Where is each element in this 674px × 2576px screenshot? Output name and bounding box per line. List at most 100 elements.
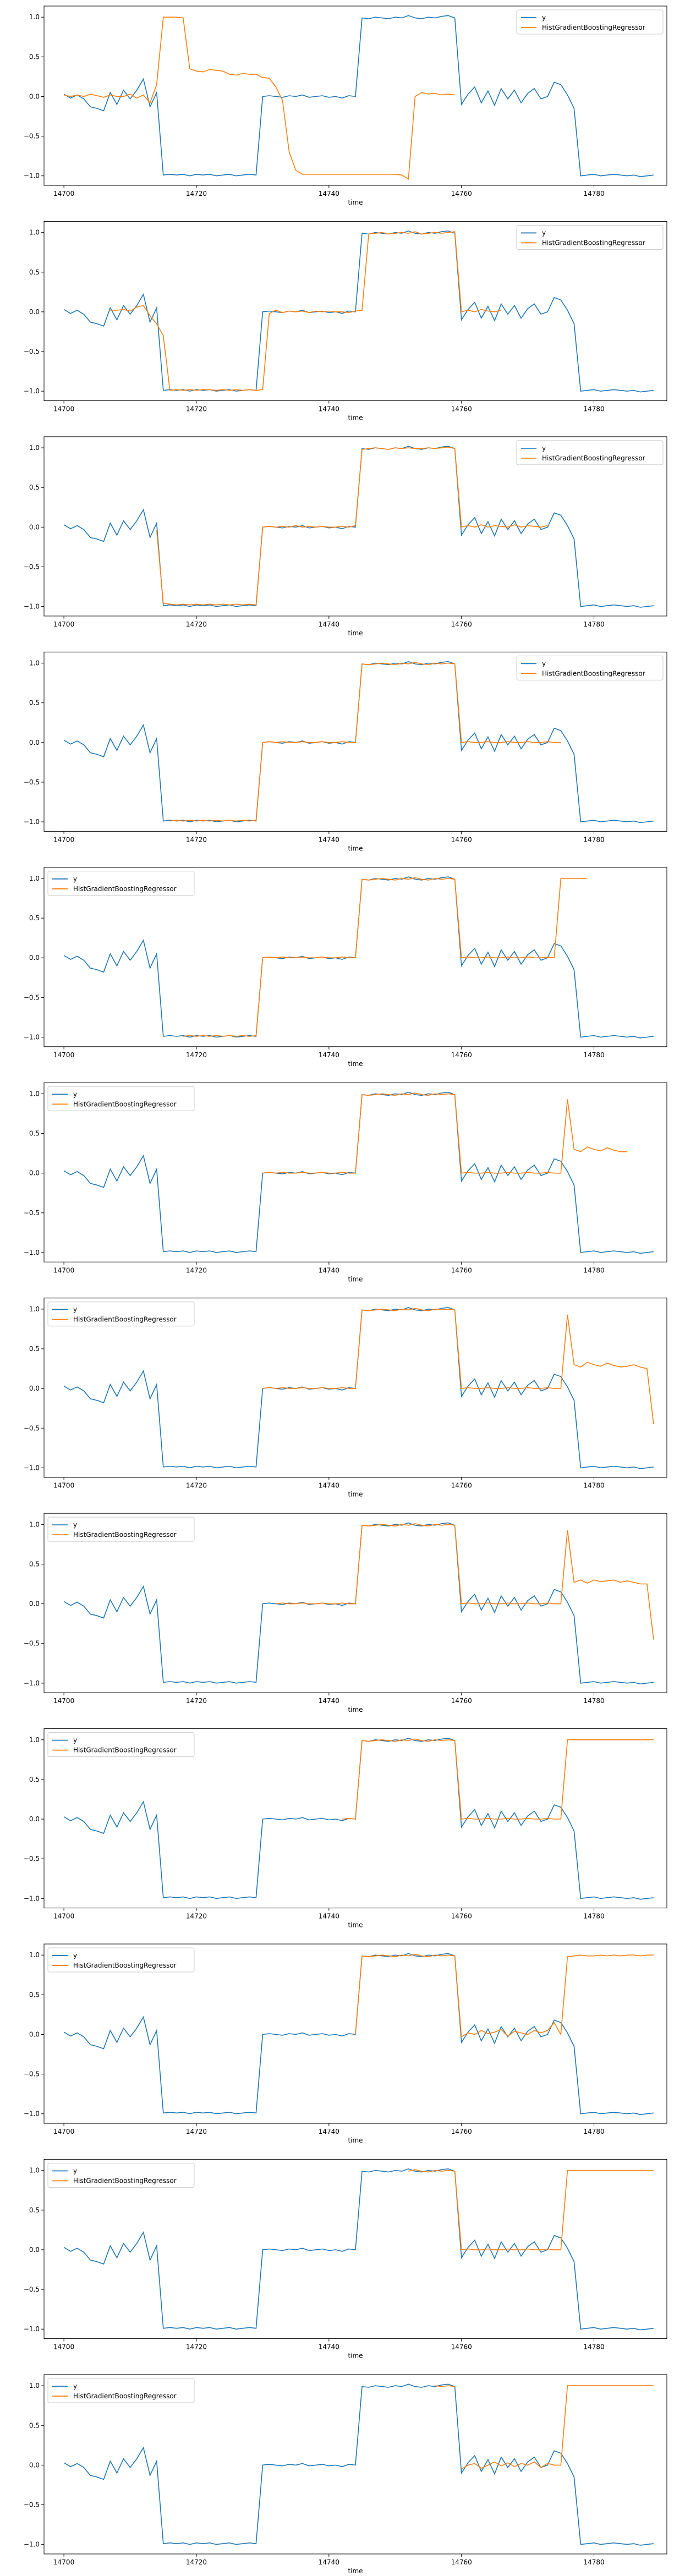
subplot-2: −1.0 −0.5 0.0 0.5 1.0 14700 14720 14740 14760 147… (24, 221, 667, 421)
y-tick-label: −1.0 (24, 1464, 40, 1471)
x-tick-label: 14720 (186, 1266, 207, 1274)
x-tick-label: 14760 (451, 1051, 472, 1059)
y-tick-label: −1.0 (24, 2110, 40, 2118)
subplot-3: −1.0 −0.5 0.0 0.5 1.0 14700 14720 14740 14760 147… (24, 436, 667, 637)
y-tick-label: 0.5 (29, 1560, 40, 1568)
y-tick-label: 1.0 (29, 1951, 40, 1959)
x-axis-label: time (348, 2567, 363, 2575)
x-tick-label: 14740 (319, 836, 339, 843)
subplot-11: −1.0 −0.5 0.0 0.5 1.0 14700 14720 14740 14760 147… (24, 2159, 667, 2360)
y-tick-label: −0.5 (24, 348, 40, 355)
legend-label: HistGradientBoostingRegressor (542, 239, 645, 246)
x-tick-label: 14740 (319, 2343, 339, 2351)
x-tick-label: 14720 (186, 405, 207, 413)
legend: y HistGradientBoostingRegressor (516, 9, 664, 35)
x-tick-label: 14740 (319, 1266, 339, 1274)
series-line-prediction (461, 2385, 654, 2470)
x-tick-label: 14760 (451, 2128, 472, 2135)
y-tick-label: −0.5 (24, 2286, 40, 2293)
y-tick-label: 1.0 (29, 1090, 40, 1097)
x-tick-label: 14760 (451, 2343, 472, 2351)
axes-frame (43, 2159, 667, 2339)
axes-frame (43, 867, 667, 1047)
subplot-1: −1.0 −0.5 0.0 0.5 1.0 14700 14720 14740 14760 147… (24, 6, 667, 206)
subplot-10: −1.0 −0.5 0.0 0.5 1.0 14700 14720 14740 14760 147… (24, 1943, 667, 2144)
y-tick-label: −0.5 (24, 1424, 40, 1432)
axes-frame (43, 1943, 667, 2124)
legend: y HistGradientBoostingRegressor (47, 1732, 195, 1757)
series-line-y (63, 2168, 654, 2331)
x-tick-label: 14700 (53, 1697, 74, 1705)
y-tick-label: 1.0 (29, 1520, 40, 1528)
x-tick-label: 14720 (186, 190, 207, 197)
y-tick-label: 0.0 (29, 2246, 40, 2254)
y-tick-label: 0.0 (29, 2030, 40, 2038)
legend-label: HistGradientBoostingRegressor (73, 1100, 177, 1108)
legend-label: y (73, 1306, 77, 1314)
legend-label: y (73, 1952, 77, 1959)
axes-frame (43, 6, 667, 186)
x-axis-label: time (348, 1706, 363, 1713)
subplot-9: −1.0 −0.5 0.0 0.5 1.0 14700 14720 14740 14760 147… (24, 1728, 667, 1929)
x-tick-label: 14700 (53, 2128, 74, 2135)
axes-frame (43, 651, 667, 832)
legend-box (47, 1086, 195, 1111)
x-tick-label: 14720 (186, 1697, 207, 1705)
subplot-6: −1.0 −0.5 0.0 0.5 1.0 14700 14720 14740 14760 147… (24, 1082, 667, 1283)
y-tick-label: −1.0 (24, 2325, 40, 2333)
x-tick-label: 14720 (186, 1913, 207, 1920)
legend-box (516, 9, 664, 35)
y-tick-label: −1.0 (24, 387, 40, 395)
y-tick-label: 0.0 (29, 308, 40, 316)
x-tick-label: 14780 (583, 1913, 604, 1920)
x-tick-label: 14700 (53, 2558, 74, 2566)
legend-box (516, 440, 664, 465)
legend: y HistGradientBoostingRegressor (47, 1086, 195, 1111)
y-tick-label: −0.5 (24, 993, 40, 1001)
series-line-prediction (110, 231, 502, 391)
x-tick-label: 14740 (319, 1697, 339, 1705)
legend: y HistGradientBoostingRegressor (516, 440, 664, 465)
series-line-prediction (342, 1738, 654, 1820)
y-tick-label: 0.5 (29, 914, 40, 922)
x-tick-label: 14760 (451, 1913, 472, 1920)
x-tick-label: 14700 (53, 405, 74, 413)
x-tick-label: 14780 (583, 1697, 604, 1705)
series-line-prediction (169, 662, 561, 822)
legend-label: y (73, 1737, 77, 1744)
y-tick-label: 0.5 (29, 2206, 40, 2214)
legend-label: y (73, 2167, 77, 2175)
series-line-prediction (276, 1523, 654, 1640)
subplot-8: −1.0 −0.5 0.0 0.5 1.0 14700 14720 14740 14760 147… (24, 1513, 667, 1713)
y-tick-label: 0.0 (29, 1600, 40, 1608)
x-tick-label: 14760 (451, 1697, 472, 1705)
legend-label: HistGradientBoostingRegressor (542, 24, 645, 31)
x-tick-label: 14780 (583, 2558, 604, 2566)
x-tick-label: 14760 (451, 620, 472, 628)
series-line-prediction (262, 1308, 654, 1425)
x-tick-label: 14760 (451, 1266, 472, 1274)
legend: y HistGradientBoostingRegressor (47, 1947, 195, 1973)
x-tick-label: 14780 (583, 190, 604, 197)
x-axis-label: time (348, 199, 363, 206)
legend-label: y (542, 444, 546, 452)
y-tick-label: 0.0 (29, 1169, 40, 1177)
legend-box (47, 2163, 195, 2188)
y-tick-label: 0.0 (29, 1815, 40, 1823)
subplot-12: −1.0 −0.5 0.0 0.5 1.0 14700 14720 14740 14760 147… (24, 2374, 667, 2575)
legend-box (47, 1732, 195, 1757)
x-tick-label: 14780 (583, 836, 604, 843)
y-tick-label: 0.0 (29, 2461, 40, 2469)
legend-label: HistGradientBoostingRegressor (73, 1746, 177, 1754)
y-tick-label: −0.5 (24, 778, 40, 786)
legend-label: y (73, 1521, 77, 1529)
subplot-5: −1.0 −0.5 0.0 0.5 1.0 14700 14720 14740 14760 147… (24, 867, 667, 1068)
x-tick-label: 14760 (451, 1482, 472, 1490)
y-tick-label: −1.0 (24, 1249, 40, 1256)
y-tick-label: 0.5 (29, 1130, 40, 1138)
series-line-y (63, 15, 654, 177)
x-tick-label: 14740 (319, 190, 339, 197)
x-axis-label: time (348, 844, 363, 852)
legend-label: HistGradientBoostingRegressor (73, 1962, 177, 1969)
